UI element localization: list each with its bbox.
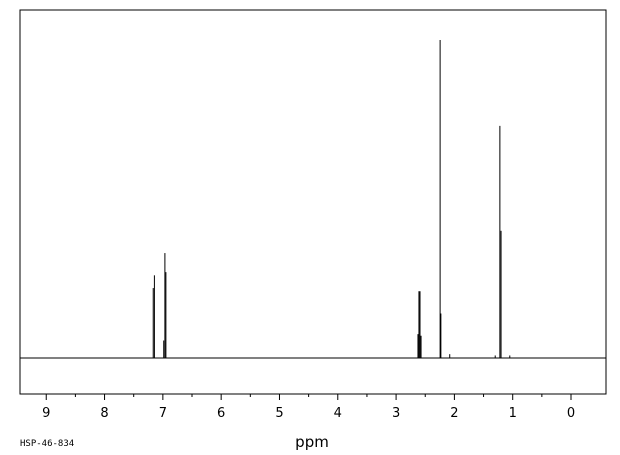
spectrum-peaks [152,40,511,358]
x-tick-label-3: 3 [392,406,400,421]
x-tick-label-0: 0 [567,406,575,421]
x-tick-label-5: 5 [275,406,283,421]
x-tick-label-7: 7 [159,406,167,421]
sample-code-label: HSP-46-834 [20,439,74,449]
plot-frame [19,9,607,395]
x-tick-label-1: 1 [509,406,517,421]
x-axis-ticks: 9 8 7 6 5 4 3 2 1 0 [42,394,575,421]
x-tick-label-6: 6 [217,406,225,421]
x-tick-label-2: 2 [450,406,458,421]
x-tick-label-4: 4 [334,406,342,421]
x-tick-label-9: 9 [42,406,50,421]
x-tick-label-8: 8 [100,406,108,421]
x-axis-title: ppm [295,433,329,451]
